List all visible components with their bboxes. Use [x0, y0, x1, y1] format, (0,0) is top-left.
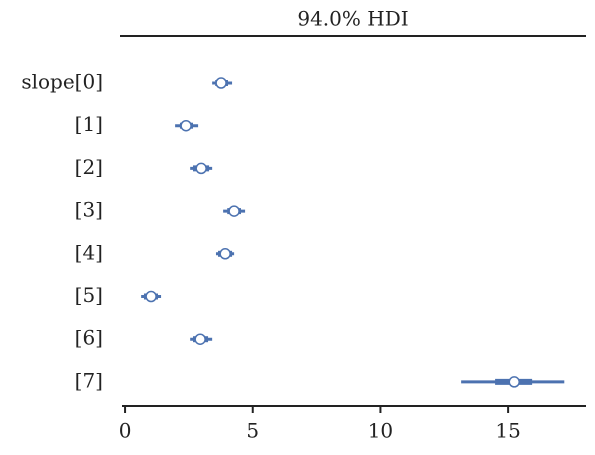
row-label: [4]	[75, 240, 103, 264]
point-estimate	[194, 333, 206, 345]
point-estimate	[180, 119, 192, 132]
row-label: slope[0]	[21, 70, 103, 94]
point-estimate	[228, 205, 240, 217]
row-label: [2]	[75, 155, 103, 179]
row-label: [5]	[75, 283, 103, 307]
point-estimate	[215, 77, 227, 89]
row-label: [6]	[75, 326, 103, 350]
point-estimate	[195, 162, 207, 175]
x-tick-label: 10	[368, 419, 393, 443]
point-estimate	[145, 290, 157, 303]
x-tick-label: 15	[495, 419, 520, 443]
row-label: [3]	[75, 198, 103, 222]
point-estimate	[508, 376, 520, 388]
row-label: [7]	[75, 368, 103, 392]
chart-title: 94.0% HDI	[297, 7, 408, 31]
row-label: [1]	[75, 112, 103, 136]
point-estimate	[219, 248, 231, 260]
x-tick-label: 0	[119, 419, 132, 443]
x-tick-label: 5	[246, 419, 259, 443]
